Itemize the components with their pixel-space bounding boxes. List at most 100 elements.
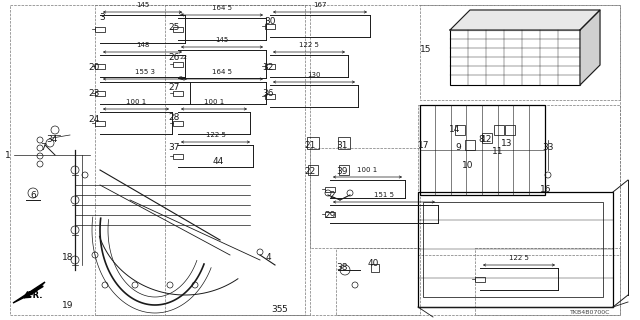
- Text: 14: 14: [449, 125, 461, 134]
- Text: 4: 4: [265, 252, 271, 261]
- Bar: [494, 125, 504, 135]
- Text: 13: 13: [501, 139, 513, 148]
- Text: 20: 20: [88, 63, 100, 73]
- Text: 1: 1: [5, 150, 11, 159]
- Text: 122 5: 122 5: [299, 42, 319, 48]
- Text: 37: 37: [168, 143, 180, 153]
- Bar: [418, 105, 620, 255]
- Text: 26: 26: [168, 53, 180, 62]
- Bar: [325, 187, 335, 192]
- Text: 7: 7: [40, 143, 46, 153]
- Text: 29: 29: [324, 211, 336, 220]
- Bar: [265, 24, 275, 29]
- Bar: [455, 125, 465, 135]
- Bar: [450, 30, 580, 85]
- Text: 25: 25: [168, 23, 180, 33]
- Text: 122 5: 122 5: [509, 255, 529, 261]
- Text: 145: 145: [136, 2, 149, 8]
- Text: FR.: FR.: [28, 291, 43, 300]
- Bar: [338, 137, 350, 149]
- Text: 22: 22: [305, 167, 316, 177]
- Text: 12: 12: [481, 135, 493, 145]
- Text: 155 3: 155 3: [135, 69, 155, 75]
- Bar: [505, 125, 515, 135]
- Text: 9: 9: [179, 76, 183, 81]
- Text: 36: 36: [262, 89, 274, 98]
- Text: 2: 2: [329, 190, 335, 199]
- Bar: [173, 62, 183, 67]
- Text: 122 5: 122 5: [205, 132, 225, 138]
- Bar: [423, 202, 603, 297]
- Text: 30: 30: [264, 18, 276, 27]
- Bar: [95, 5, 310, 315]
- Text: 40: 40: [367, 259, 379, 268]
- Text: 28: 28: [168, 114, 180, 123]
- Bar: [307, 137, 319, 149]
- Text: 145: 145: [216, 37, 228, 43]
- Text: 167: 167: [313, 2, 327, 8]
- Bar: [95, 121, 105, 126]
- Bar: [420, 105, 545, 195]
- Bar: [339, 165, 349, 175]
- Text: 100 1: 100 1: [357, 167, 378, 173]
- Text: 6: 6: [30, 190, 36, 199]
- Bar: [418, 192, 613, 307]
- Bar: [420, 5, 620, 100]
- Text: 148: 148: [136, 42, 149, 48]
- Bar: [465, 140, 475, 150]
- Polygon shape: [13, 282, 45, 303]
- Text: 3: 3: [99, 13, 105, 22]
- Text: 44: 44: [212, 157, 223, 166]
- Bar: [475, 248, 620, 315]
- Bar: [265, 64, 275, 69]
- Bar: [310, 148, 420, 248]
- Bar: [165, 5, 305, 315]
- Bar: [95, 64, 105, 69]
- Text: 38: 38: [336, 263, 348, 273]
- Bar: [173, 154, 183, 159]
- Text: 100 1: 100 1: [204, 99, 224, 105]
- Text: 21: 21: [304, 140, 316, 149]
- Bar: [173, 91, 183, 96]
- Text: 31: 31: [336, 140, 348, 149]
- Bar: [325, 212, 335, 217]
- Text: 11: 11: [492, 148, 504, 156]
- Text: 16: 16: [540, 186, 552, 195]
- Bar: [336, 248, 420, 315]
- Text: 34: 34: [46, 135, 58, 145]
- Text: TKB4B0700C: TKB4B0700C: [570, 309, 611, 315]
- Polygon shape: [450, 10, 600, 30]
- Bar: [265, 94, 275, 99]
- Text: 18: 18: [62, 253, 74, 262]
- Bar: [95, 27, 105, 32]
- Bar: [173, 121, 183, 126]
- Text: 19: 19: [62, 300, 74, 309]
- Text: 100 1: 100 1: [126, 99, 146, 105]
- Text: 27: 27: [168, 84, 180, 92]
- Text: 22: 22: [180, 55, 188, 60]
- Text: 15: 15: [420, 45, 432, 54]
- Text: 5: 5: [281, 306, 287, 315]
- Bar: [173, 27, 183, 32]
- Bar: [475, 277, 485, 282]
- Bar: [482, 133, 492, 143]
- Text: 35: 35: [271, 306, 283, 315]
- Text: 9: 9: [455, 143, 461, 153]
- Text: 10: 10: [462, 161, 474, 170]
- Text: 24: 24: [88, 116, 100, 124]
- Text: 130: 130: [307, 72, 321, 78]
- Text: 164 5: 164 5: [212, 69, 232, 75]
- Text: 9: 9: [179, 12, 183, 17]
- Text: 33: 33: [542, 143, 554, 153]
- Text: 8: 8: [478, 135, 484, 145]
- Bar: [371, 264, 379, 272]
- Bar: [95, 91, 105, 96]
- Text: 32: 32: [262, 63, 274, 73]
- Polygon shape: [580, 10, 600, 85]
- Bar: [308, 165, 318, 175]
- Text: 164 5: 164 5: [212, 5, 232, 11]
- Text: 23: 23: [88, 89, 100, 98]
- Text: 39: 39: [336, 167, 348, 177]
- Text: 151 5: 151 5: [374, 192, 394, 198]
- Text: 17: 17: [419, 140, 429, 149]
